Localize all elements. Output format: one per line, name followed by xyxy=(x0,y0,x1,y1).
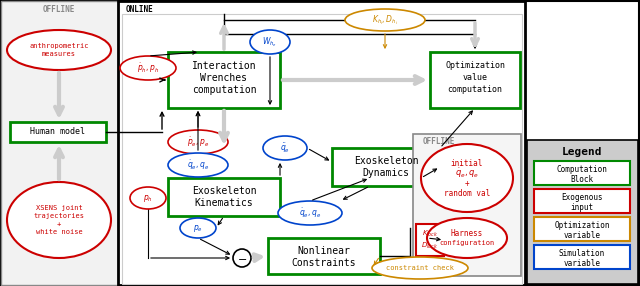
Text: Interaction: Interaction xyxy=(192,61,256,71)
Text: constraint check: constraint check xyxy=(386,265,454,271)
Bar xyxy=(168,52,280,108)
Text: Kinematics: Kinematics xyxy=(195,198,253,208)
Bar xyxy=(1,1,118,285)
Text: initial: initial xyxy=(451,158,483,168)
Ellipse shape xyxy=(427,218,507,258)
Text: Legend: Legend xyxy=(562,147,602,157)
Text: configuration: configuration xyxy=(440,240,495,246)
Bar xyxy=(168,178,280,216)
Ellipse shape xyxy=(7,30,111,70)
Text: $\ddot{q}_e$: $\ddot{q}_e$ xyxy=(280,141,290,155)
Bar xyxy=(430,52,520,108)
Text: $W_{h_e}$: $W_{h_e}$ xyxy=(262,35,278,49)
Ellipse shape xyxy=(421,144,513,212)
Text: +: + xyxy=(57,221,61,227)
Ellipse shape xyxy=(345,9,425,31)
Ellipse shape xyxy=(233,249,251,267)
Text: variable: variable xyxy=(563,259,600,267)
Text: anthropometric: anthropometric xyxy=(29,43,89,49)
Ellipse shape xyxy=(250,30,290,54)
Bar xyxy=(534,245,630,269)
Text: input: input xyxy=(570,202,593,212)
Ellipse shape xyxy=(372,257,468,279)
Text: $\dot{q}_e, q_e$: $\dot{q}_e, q_e$ xyxy=(455,166,479,180)
Text: $D_{lock}$: $D_{lock}$ xyxy=(421,241,438,251)
Bar xyxy=(118,1,525,285)
Text: $\dot{p}_h, p_h$: $\dot{p}_h, p_h$ xyxy=(137,61,159,75)
Bar xyxy=(534,189,630,213)
Text: Block: Block xyxy=(570,174,593,184)
Text: $p_e$: $p_e$ xyxy=(193,223,203,233)
Text: Exogenous: Exogenous xyxy=(561,192,603,202)
Bar xyxy=(534,217,630,241)
Text: measures: measures xyxy=(42,51,76,57)
Text: OFFLINE: OFFLINE xyxy=(423,138,456,146)
Ellipse shape xyxy=(180,218,216,238)
Text: Harness: Harness xyxy=(451,229,483,237)
Text: $\dot{q}_e, q_e$: $\dot{q}_e, q_e$ xyxy=(187,158,209,172)
Bar xyxy=(527,140,638,284)
Text: Optimization: Optimization xyxy=(554,221,610,229)
Bar xyxy=(416,224,444,256)
Text: OFFLINE: OFFLINE xyxy=(43,5,75,13)
Bar xyxy=(268,238,380,274)
Bar xyxy=(10,122,106,142)
Text: Dynamics: Dynamics xyxy=(362,168,410,178)
Text: variable: variable xyxy=(563,231,600,239)
Text: value: value xyxy=(463,74,488,82)
Text: white noise: white noise xyxy=(36,229,83,235)
Text: computation: computation xyxy=(447,86,502,94)
Text: computation: computation xyxy=(192,85,256,95)
Bar xyxy=(413,134,521,276)
Text: Exoskeleton: Exoskeleton xyxy=(192,186,256,196)
Text: Optimization: Optimization xyxy=(445,61,505,71)
Text: $\dot{p}_e, p_e$: $\dot{p}_e, p_e$ xyxy=(187,135,209,149)
Text: Computation: Computation xyxy=(557,164,607,174)
Ellipse shape xyxy=(168,130,228,154)
Bar xyxy=(534,161,630,185)
Text: Exoskeleton: Exoskeleton xyxy=(354,156,419,166)
Ellipse shape xyxy=(120,56,176,80)
Text: Wrenches: Wrenches xyxy=(200,73,248,83)
Ellipse shape xyxy=(168,153,228,177)
Text: $K_{lock}$: $K_{lock}$ xyxy=(422,229,438,239)
Text: $p_h$: $p_h$ xyxy=(143,192,153,204)
Ellipse shape xyxy=(7,182,111,258)
Text: random val: random val xyxy=(444,188,490,198)
Text: Nonlinear: Nonlinear xyxy=(298,246,351,256)
Ellipse shape xyxy=(130,187,166,209)
Bar xyxy=(122,14,522,284)
Text: ONLINE: ONLINE xyxy=(126,5,154,13)
Bar xyxy=(332,148,440,186)
Text: trajectories: trajectories xyxy=(33,213,84,219)
Text: Simulation: Simulation xyxy=(559,249,605,257)
Text: +: + xyxy=(465,178,469,188)
Text: Human model: Human model xyxy=(31,128,86,136)
Text: $-$: $-$ xyxy=(237,253,247,263)
Text: $K_{h_i}, D_{h_i}$: $K_{h_i}, D_{h_i}$ xyxy=(372,13,398,27)
Text: $\dot{q}_e, q_e$: $\dot{q}_e, q_e$ xyxy=(299,206,321,220)
Ellipse shape xyxy=(278,201,342,225)
Text: Constraints: Constraints xyxy=(292,258,356,268)
Ellipse shape xyxy=(263,136,307,160)
Text: XSENS joint: XSENS joint xyxy=(36,205,83,211)
